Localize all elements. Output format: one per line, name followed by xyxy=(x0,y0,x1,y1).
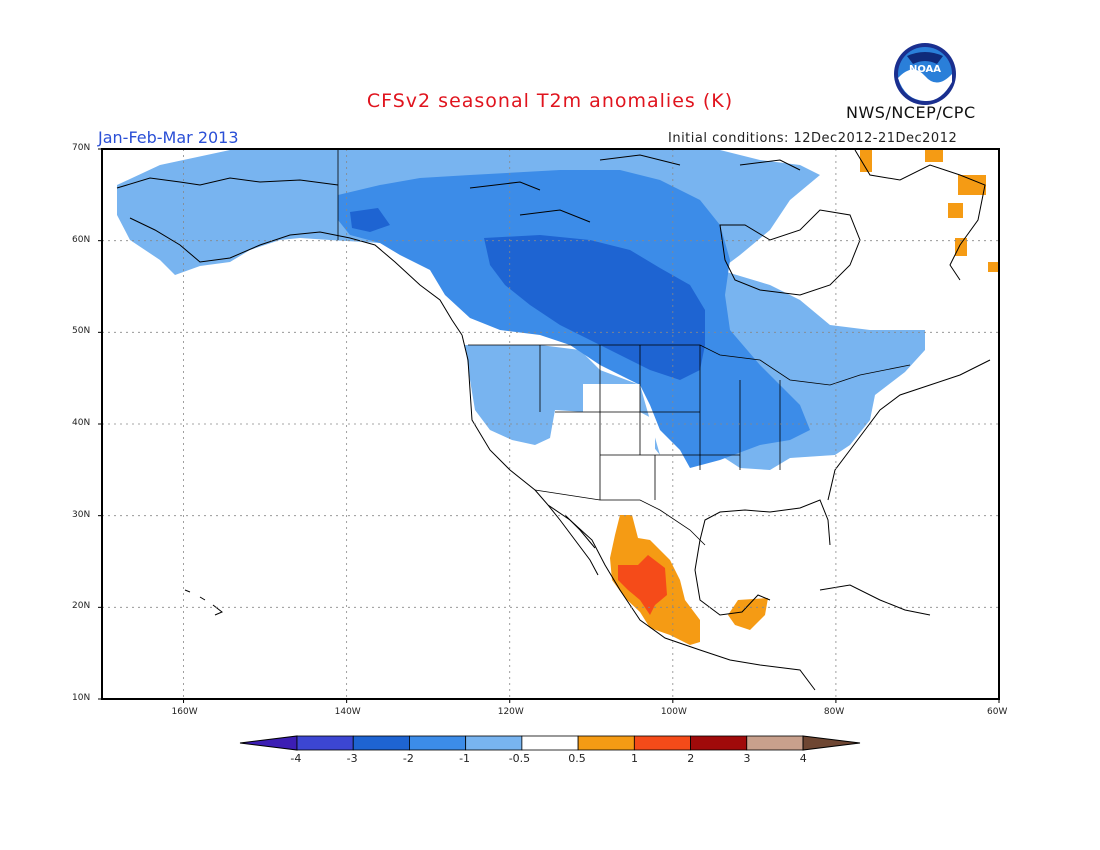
lat-label: 40N xyxy=(72,418,91,428)
lon-label: 60W xyxy=(987,707,1008,717)
coastline-west-us xyxy=(461,334,816,691)
colorbar-swatch xyxy=(352,735,410,751)
colorbar-min-arrow xyxy=(239,735,298,751)
colorbar-label: -1 xyxy=(459,752,471,765)
lon-label: 140W xyxy=(334,707,361,717)
colorbar-label: -2 xyxy=(402,752,414,765)
coastline-cuba xyxy=(819,584,931,616)
coastline-greenland xyxy=(854,149,986,281)
coastline-arctic xyxy=(469,154,801,223)
lat-label: 10N xyxy=(72,693,91,703)
coastline-baja xyxy=(547,504,599,576)
colorbar-swatch xyxy=(409,735,467,751)
colorbar-label: -4 xyxy=(290,752,302,765)
colorbar-label: 4 xyxy=(799,752,807,765)
us-state-lines xyxy=(539,345,781,500)
axis-ticks xyxy=(98,148,1000,703)
region-mexico-hot-core xyxy=(618,555,667,615)
colorbar-max-arrow xyxy=(802,735,861,751)
noaa-logo: NOAA xyxy=(894,43,956,105)
border-us-canada xyxy=(337,150,911,386)
colorbar-label: 3 xyxy=(743,752,751,765)
colorbar-swatch xyxy=(296,735,354,751)
region-northwest-us-cold xyxy=(465,345,660,455)
noaa-logo-text: NOAA xyxy=(909,64,941,75)
colorbar-swatch xyxy=(690,735,748,751)
region-southwest-neutral xyxy=(555,384,655,455)
region-yucatan-warm xyxy=(728,598,768,630)
region-yukon-core-cold xyxy=(350,208,390,232)
initial-conditions: Initial conditions: 12Dec2012-21Dec2012 xyxy=(668,131,958,146)
lat-label: 70N xyxy=(72,143,91,153)
colorbar-label: 0.5 xyxy=(568,752,586,765)
agency-label: NWS/NCEP/CPC xyxy=(846,103,976,122)
lat-label: 30N xyxy=(72,509,91,520)
chart-title: CFSv2 seasonal T2m anomalies (K) xyxy=(366,90,734,112)
colorbar-swatch xyxy=(465,735,523,751)
lon-label: 100W xyxy=(660,707,687,717)
graticule xyxy=(102,149,999,699)
colorbar-label: 2 xyxy=(687,752,695,765)
region-greenland-warm xyxy=(860,150,872,172)
lat-label: 60N xyxy=(72,234,91,245)
lon-label: 80W xyxy=(823,707,845,717)
colorbar-swatch xyxy=(577,735,635,751)
colorbar-label: 1 xyxy=(631,752,639,765)
lat-label: 50N xyxy=(72,326,91,337)
coastline-east-us xyxy=(827,359,991,501)
colorbar-swatch xyxy=(633,735,691,751)
lon-label: 120W xyxy=(497,707,524,717)
forecast-period: Jan-Feb-Mar 2013 xyxy=(98,128,239,147)
border-us-mexico xyxy=(534,489,706,546)
colorbar-swatch xyxy=(746,735,804,751)
colorbar-label: -0.5 xyxy=(508,752,531,765)
lat-label: 20N xyxy=(72,601,91,612)
coastline-gulf xyxy=(694,499,831,616)
region-central-canada-core-cold xyxy=(484,235,705,380)
coastline-hudson xyxy=(719,209,861,296)
lon-label: 160W xyxy=(171,707,198,717)
coastline-alaska xyxy=(116,177,463,336)
colorbar-swatch xyxy=(521,735,579,751)
colorbar-label: -3 xyxy=(346,752,358,765)
